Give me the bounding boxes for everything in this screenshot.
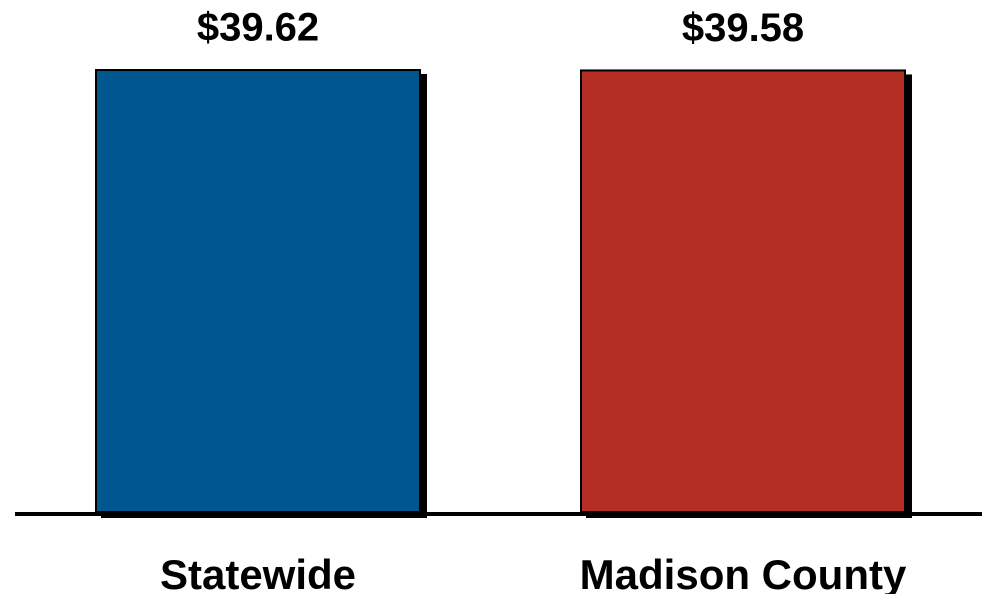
category-label: Statewide <box>160 551 356 594</box>
bar <box>580 69 906 514</box>
category-label: Madison County <box>580 551 907 594</box>
bar <box>95 69 421 513</box>
value-label: $39.58 <box>682 6 804 50</box>
value-label: $39.62 <box>197 6 319 50</box>
